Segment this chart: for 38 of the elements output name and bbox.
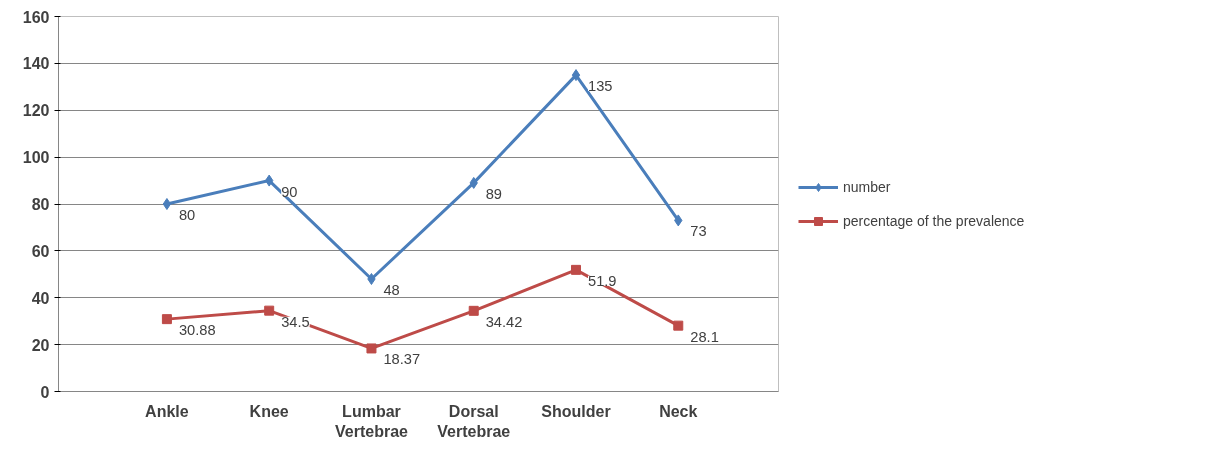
x-tick-label: Shoulder [541,402,611,420]
y-tick-label: 60 [31,242,50,260]
legend-label: number [843,178,891,195]
point [264,305,275,316]
data-label: 30.88 [178,322,216,339]
data-label: 18.37 [383,351,421,368]
legend-label: percentage of the prevalence [843,212,1025,229]
point [161,314,172,325]
x-tick-label: Neck [659,402,698,420]
y-tick-label: 140 [22,55,50,73]
data-label: 135 [588,78,613,95]
y-tick-label: 0 [40,383,50,401]
data-label: 34.42 [485,313,523,330]
x-tick-label: Ankle [145,402,189,420]
y-tick-label: 120 [22,102,50,120]
data-label: 90 [281,183,298,200]
point [162,198,172,210]
point [673,320,684,331]
data-label: 89 [485,185,503,202]
point [367,273,376,285]
data-label: 48 [383,282,400,298]
x-tick-label: Knee [249,402,289,420]
data-label: 28.1 [690,328,719,345]
y-tick-label: 160 [22,8,50,26]
y-tick-label: 20 [31,336,50,354]
data-label: 80 [178,207,196,223]
data-label: 73 [690,223,707,240]
x-tick-label: Dorsal Vertebrae [437,402,511,440]
point [571,264,581,275]
point [366,343,377,354]
y-tick-label: 80 [31,196,50,213]
y-tick-label: 100 [22,149,50,167]
point [571,69,581,82]
data-label: 34.5 [281,313,310,330]
point [468,305,479,316]
y-tick-label: 40 [31,289,50,307]
data-label: 51.9 [588,272,617,289]
x-tick-label: Lumbar Vertebrae [334,402,409,440]
